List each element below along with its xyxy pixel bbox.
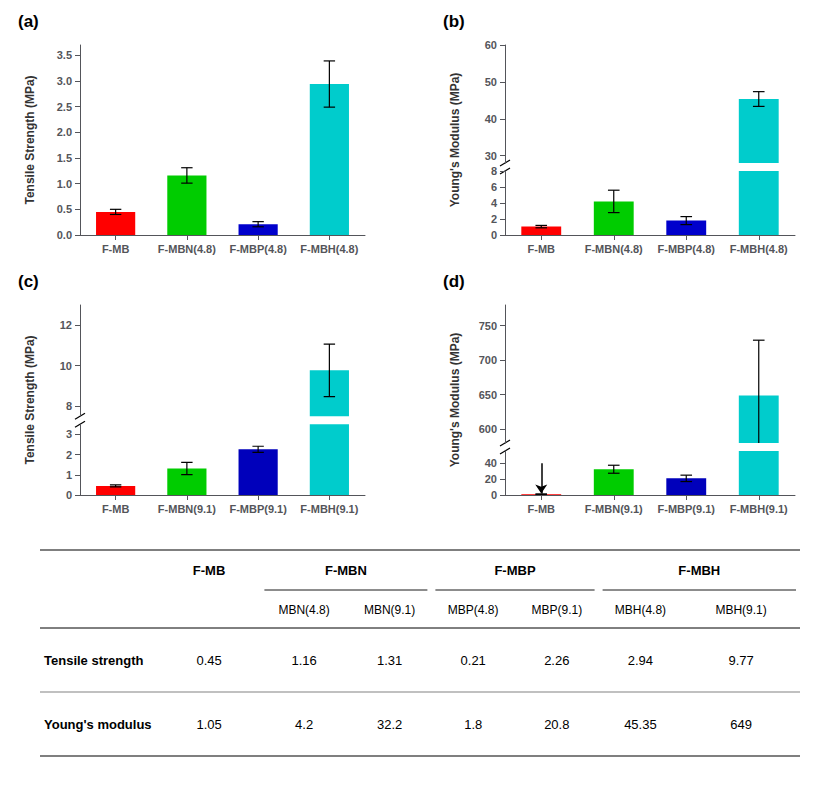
svg-text:32.2: 32.2 (377, 717, 402, 732)
svg-text:0: 0 (66, 489, 72, 501)
svg-text:MBP(9.1): MBP(9.1) (531, 603, 582, 617)
svg-text:0.21: 0.21 (461, 653, 486, 668)
svg-text:Tensile Strength (MPa): Tensile Strength (MPa) (23, 75, 37, 204)
svg-text:650: 650 (479, 389, 497, 401)
svg-text:F-MBP(9.1): F-MBP(9.1) (229, 503, 287, 515)
svg-text:F-MBH(4.8): F-MBH(4.8) (300, 243, 358, 255)
svg-text:1.5: 1.5 (57, 152, 72, 164)
svg-text:60: 60 (485, 39, 497, 51)
svg-text:F-MB: F-MB (193, 563, 226, 578)
svg-text:2.94: 2.94 (628, 653, 653, 668)
svg-text:F-MBH: F-MBH (678, 563, 720, 578)
svg-text:30: 30 (485, 150, 497, 162)
svg-text:45.35: 45.35 (624, 717, 657, 732)
svg-text:8: 8 (491, 165, 497, 177)
svg-text:F-MBP(4.8): F-MBP(4.8) (658, 243, 716, 255)
svg-text:700: 700 (479, 354, 497, 366)
svg-text:MBH(9.1): MBH(9.1) (715, 603, 766, 617)
svg-text:1.8: 1.8 (464, 717, 482, 732)
svg-text:2: 2 (491, 213, 497, 225)
svg-text:(d): (d) (443, 272, 465, 291)
svg-text:MBN(4.8): MBN(4.8) (278, 603, 329, 617)
svg-text:Young's modulus: Young's modulus (44, 717, 152, 732)
svg-text:F-MBN(4.8): F-MBN(4.8) (158, 243, 216, 255)
svg-text:(a): (a) (18, 12, 39, 31)
svg-text:1.16: 1.16 (291, 653, 316, 668)
svg-text:4.2: 4.2 (295, 717, 313, 732)
svg-text:F-MB: F-MB (102, 503, 130, 515)
svg-text:9.77: 9.77 (728, 653, 753, 668)
svg-text:Tensile Strength (MPa): Tensile Strength (MPa) (23, 335, 37, 464)
svg-text:2.0: 2.0 (57, 126, 72, 138)
svg-text:1.0: 1.0 (57, 178, 72, 190)
svg-text:50: 50 (485, 76, 497, 88)
svg-text:0.0: 0.0 (57, 229, 72, 241)
svg-text:8: 8 (66, 400, 72, 412)
svg-text:F-MB: F-MB (528, 503, 556, 515)
svg-text:F-MBP(9.1): F-MBP(9.1) (658, 503, 716, 515)
svg-text:649: 649 (730, 717, 752, 732)
svg-text:20.8: 20.8 (544, 717, 569, 732)
svg-text:6: 6 (491, 181, 497, 193)
svg-text:0: 0 (491, 489, 497, 501)
svg-text:3.0: 3.0 (57, 75, 72, 87)
svg-text:F-MBN: F-MBN (325, 563, 367, 578)
svg-text:MBH(4.8): MBH(4.8) (615, 603, 666, 617)
svg-text:0.5: 0.5 (57, 203, 72, 215)
svg-text:F-MBN(9.1): F-MBN(9.1) (585, 503, 643, 515)
svg-text:MBN(9.1): MBN(9.1) (364, 603, 415, 617)
svg-text:750: 750 (479, 320, 497, 332)
svg-text:2: 2 (66, 449, 72, 461)
svg-text:0.45: 0.45 (196, 653, 221, 668)
svg-text:40: 40 (485, 457, 497, 469)
svg-text:4: 4 (491, 197, 498, 209)
svg-text:F-MBP: F-MBP (494, 563, 535, 578)
svg-text:1: 1 (66, 469, 72, 481)
svg-text:F-MBH(9.1): F-MBH(9.1) (300, 503, 358, 515)
svg-text:F-MBH(4.8): F-MBH(4.8) (730, 243, 788, 255)
svg-text:20: 20 (485, 473, 497, 485)
svg-text:Tensile strength: Tensile strength (44, 653, 144, 668)
svg-text:(c): (c) (18, 272, 39, 291)
svg-text:10: 10 (60, 360, 72, 372)
svg-text:Young's Modulus (MPa): Young's Modulus (MPa) (448, 73, 462, 208)
svg-text:MBP(4.8): MBP(4.8) (448, 603, 499, 617)
svg-text:F-MB: F-MB (102, 243, 130, 255)
svg-text:F-MBN(9.1): F-MBN(9.1) (158, 503, 216, 515)
svg-text:(b): (b) (443, 12, 465, 31)
svg-text:F-MBP(4.8): F-MBP(4.8) (229, 243, 287, 255)
svg-text:2.26: 2.26 (544, 653, 569, 668)
svg-text:0: 0 (491, 229, 497, 241)
svg-text:Young's Modulus (MPa): Young's Modulus (MPa) (448, 333, 462, 468)
svg-text:F-MBH(9.1): F-MBH(9.1) (730, 503, 788, 515)
svg-text:2.5: 2.5 (57, 101, 72, 113)
svg-text:1.31: 1.31 (377, 653, 402, 668)
svg-text:12: 12 (60, 319, 72, 331)
svg-text:1.05: 1.05 (196, 717, 221, 732)
svg-text:F-MB: F-MB (528, 243, 556, 255)
svg-text:3.5: 3.5 (57, 49, 72, 61)
svg-text:40: 40 (485, 113, 497, 125)
svg-text:F-MBN(4.8): F-MBN(4.8) (585, 243, 643, 255)
svg-text:600: 600 (479, 423, 497, 435)
svg-text:3: 3 (66, 428, 72, 440)
